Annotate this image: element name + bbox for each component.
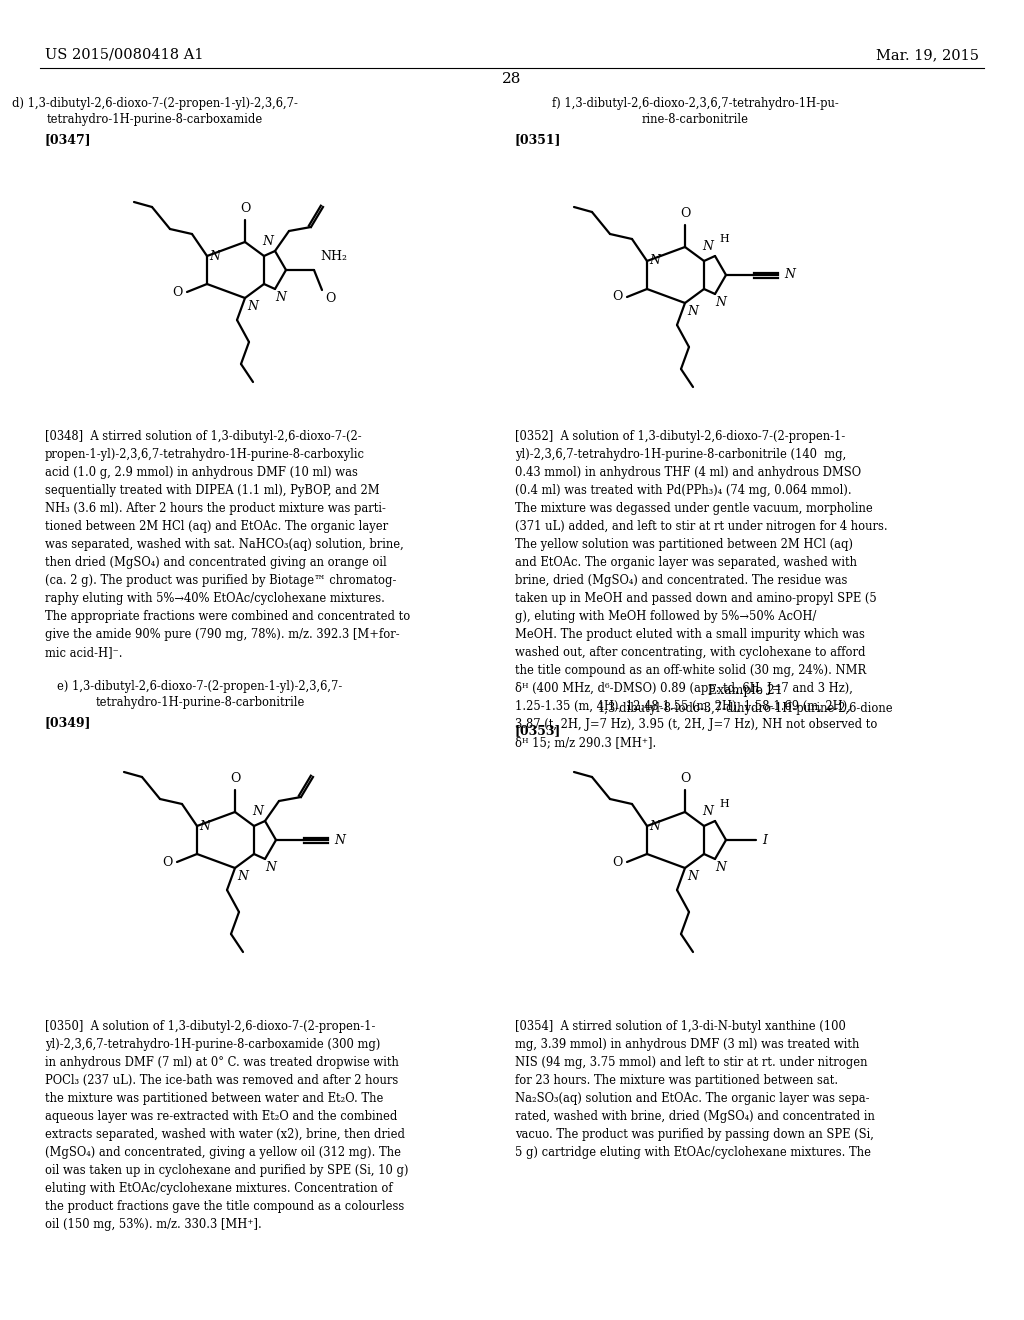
Text: O: O	[680, 772, 690, 785]
Text: H: H	[719, 799, 729, 809]
Text: rine-8-carbonitrile: rine-8-carbonitrile	[641, 114, 749, 125]
Text: N: N	[252, 805, 263, 818]
Text: H: H	[719, 234, 729, 244]
Text: [0352]  A solution of 1,3-dibutyl-2,6-dioxo-7-(2-propen-1-
yl)-2,3,6,7-tetrahydr: [0352] A solution of 1,3-dibutyl-2,6-dio…	[515, 430, 888, 748]
Text: 1,3-dibutyl-8-iodo-3,7-dihydro-1H-purine-2,6-dione: 1,3-dibutyl-8-iodo-3,7-dihydro-1H-purine…	[597, 702, 893, 715]
Text: e) 1,3-dibutyl-2,6-dioxo-7-(2-propen-1-yl)-2,3,6,7-: e) 1,3-dibutyl-2,6-dioxo-7-(2-propen-1-y…	[57, 680, 343, 693]
Text: tetrahydro-1H-purine-8-carboxamide: tetrahydro-1H-purine-8-carboxamide	[47, 114, 263, 125]
Text: [0351]: [0351]	[515, 133, 561, 147]
Text: N: N	[265, 861, 276, 874]
Text: O: O	[240, 202, 250, 215]
Text: O: O	[612, 290, 623, 304]
Text: I: I	[762, 833, 767, 846]
Text: [0354]  A stirred solution of 1,3-di-N-butyl xanthine (100
mg, 3.39 mmol) in anh: [0354] A stirred solution of 1,3-di-N-bu…	[515, 1020, 874, 1159]
Text: O: O	[325, 292, 336, 305]
Text: N: N	[334, 833, 345, 846]
Text: N: N	[237, 870, 248, 883]
Text: O: O	[163, 855, 173, 869]
Text: NH₂: NH₂	[319, 249, 347, 263]
Text: tetrahydro-1H-purine-8-carbonitrile: tetrahydro-1H-purine-8-carbonitrile	[95, 696, 305, 709]
Text: N: N	[687, 870, 698, 883]
Text: N: N	[702, 805, 713, 818]
Text: N: N	[209, 249, 220, 263]
Text: N: N	[262, 235, 273, 248]
Text: 28: 28	[503, 73, 521, 86]
Text: [0353]: [0353]	[515, 723, 561, 737]
Text: US 2015/0080418 A1: US 2015/0080418 A1	[45, 48, 204, 62]
Text: O: O	[680, 207, 690, 220]
Text: f) 1,3-dibutyl-2,6-dioxo-2,3,6,7-tetrahydro-1H-pu-: f) 1,3-dibutyl-2,6-dioxo-2,3,6,7-tetrahy…	[552, 96, 839, 110]
Text: Example 21: Example 21	[708, 684, 782, 697]
Text: [0347]: [0347]	[45, 133, 91, 147]
Text: N: N	[275, 290, 286, 304]
Text: Mar. 19, 2015: Mar. 19, 2015	[876, 48, 979, 62]
Text: [0350]  A solution of 1,3-dibutyl-2,6-dioxo-7-(2-propen-1-
yl)-2,3,6,7-tetrahydr: [0350] A solution of 1,3-dibutyl-2,6-dio…	[45, 1020, 409, 1232]
Text: N: N	[199, 820, 210, 833]
Text: [0349]: [0349]	[45, 715, 91, 729]
Text: [0348]  A stirred solution of 1,3-dibutyl-2,6-dioxo-7-(2-
propen-1-yl)-2,3,6,7-t: [0348] A stirred solution of 1,3-dibutyl…	[45, 430, 411, 659]
Text: N: N	[784, 268, 795, 281]
Text: O: O	[612, 855, 623, 869]
Text: O: O	[173, 285, 183, 298]
Text: N: N	[715, 296, 726, 309]
Text: N: N	[687, 305, 698, 318]
Text: N: N	[715, 861, 726, 874]
Text: d) 1,3-dibutyl-2,6-dioxo-7-(2-propen-1-yl)-2,3,6,7-: d) 1,3-dibutyl-2,6-dioxo-7-(2-propen-1-y…	[12, 96, 298, 110]
Text: N: N	[649, 255, 660, 268]
Text: N: N	[649, 820, 660, 833]
Text: N: N	[247, 300, 258, 313]
Text: N: N	[702, 240, 713, 253]
Text: O: O	[229, 772, 241, 785]
